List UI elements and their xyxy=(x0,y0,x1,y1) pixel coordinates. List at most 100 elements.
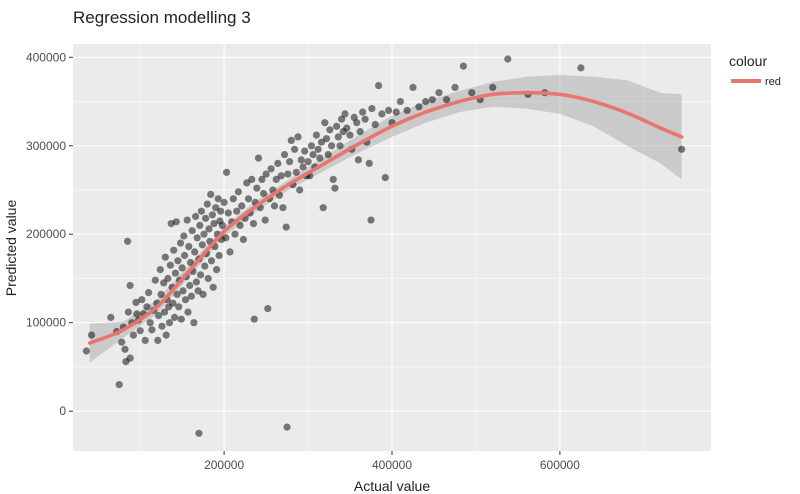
scatter-point xyxy=(314,145,322,153)
scatter-point xyxy=(296,186,304,194)
scatter-point xyxy=(203,200,211,208)
scatter-point xyxy=(468,89,476,97)
scatter-point xyxy=(274,159,282,167)
scatter-point xyxy=(328,142,336,150)
y-axis-ticks: 0 100000 200000 300000 400000 xyxy=(26,50,73,418)
confidence-band xyxy=(89,75,682,363)
scatter-point xyxy=(160,308,169,316)
y-tick-label: 100000 xyxy=(26,316,66,330)
scatter-point xyxy=(171,313,179,321)
scatter-point xyxy=(192,212,200,221)
scatter-point xyxy=(175,303,183,311)
smooth-curve xyxy=(88,90,684,345)
scatter-point xyxy=(222,234,230,242)
y-tick-label: 300000 xyxy=(26,139,66,153)
scatter-point xyxy=(181,251,189,260)
legend-label-red: red xyxy=(765,76,781,88)
scatter-point xyxy=(286,158,294,166)
scatter-point xyxy=(231,230,239,238)
scatter-point xyxy=(132,298,140,306)
scatter-point xyxy=(186,281,194,290)
scatter-point xyxy=(196,221,204,229)
scatter-point xyxy=(157,290,165,298)
scatter-point xyxy=(183,216,191,224)
scatter-point xyxy=(258,175,266,183)
scatter-point xyxy=(148,326,156,334)
x-axis-ticks: 200000 400000 600000 xyxy=(204,451,580,472)
scatter-point xyxy=(136,327,144,335)
scatter-point xyxy=(282,223,290,231)
scatter-point xyxy=(415,103,423,111)
scatter-point xyxy=(321,119,329,127)
scatter-point xyxy=(326,126,334,134)
scatter-point xyxy=(218,221,226,229)
scatter-point xyxy=(107,313,115,321)
scatter-point xyxy=(260,189,268,198)
scatter-point xyxy=(165,319,174,327)
scatter-point xyxy=(297,156,305,164)
scatter-point xyxy=(184,308,192,316)
y-tick-label: 400000 xyxy=(26,50,66,64)
scatter-point xyxy=(428,96,436,104)
scatter-point xyxy=(201,262,209,270)
scatter-point xyxy=(244,195,253,203)
scatter-point xyxy=(375,82,383,90)
scatter-point xyxy=(262,170,270,178)
scatter-point xyxy=(178,264,186,272)
scatter-point xyxy=(341,110,349,118)
scatter-point xyxy=(195,429,203,437)
scatter-point xyxy=(204,274,212,283)
scatter-point xyxy=(316,154,324,162)
scatter-point xyxy=(392,108,400,116)
scatter-point xyxy=(213,266,221,274)
scatter-point xyxy=(239,235,247,244)
scatter-point xyxy=(250,315,258,323)
scatter-point xyxy=(156,266,164,274)
scatter-point xyxy=(176,239,185,247)
scatter-point xyxy=(124,308,132,316)
scatter-point xyxy=(180,232,188,240)
scatter-point xyxy=(361,115,369,123)
scatter-point xyxy=(336,142,344,150)
scatter-point xyxy=(353,119,361,127)
scatter-point xyxy=(678,145,686,153)
scatter-point xyxy=(170,246,178,254)
scatter-point xyxy=(205,225,213,233)
chart-title: Regression modelling 3 xyxy=(73,8,251,27)
x-tick-label: 200000 xyxy=(204,458,244,472)
scatter-point xyxy=(291,145,299,153)
legend: colour red xyxy=(729,53,781,88)
scatter-point xyxy=(385,106,393,114)
scatter-point xyxy=(317,138,326,146)
scatter-point xyxy=(220,198,228,206)
scatter-point xyxy=(177,315,185,323)
scatter-point xyxy=(186,258,195,267)
x-tick-label: 400000 xyxy=(372,458,412,472)
scatter-point xyxy=(143,303,151,311)
scatter-point xyxy=(224,209,232,217)
scatter-point xyxy=(283,423,291,431)
scatter-point xyxy=(188,227,196,235)
scatter-point xyxy=(174,257,182,265)
scatter-point xyxy=(126,281,134,290)
scatter-point xyxy=(226,248,234,256)
scatter-point xyxy=(145,289,153,297)
scatter-point xyxy=(161,253,169,261)
scatter-point xyxy=(381,174,389,182)
scatter-point xyxy=(214,195,222,203)
scatter-point xyxy=(403,106,411,114)
scatter-point xyxy=(443,96,451,104)
y-axis-title: Predicted value xyxy=(3,200,19,297)
scatter-point xyxy=(234,188,242,196)
scatter-point xyxy=(191,248,199,256)
scatter-point xyxy=(331,184,339,192)
scatter-point xyxy=(202,214,210,222)
scatter-point xyxy=(284,170,292,178)
scatter-point xyxy=(272,175,280,183)
scatter-point xyxy=(215,251,223,260)
scatter-point xyxy=(378,110,386,118)
x-axis-title: Actual value xyxy=(354,478,430,494)
scatter-point xyxy=(365,159,373,167)
scatter-point xyxy=(115,381,123,389)
